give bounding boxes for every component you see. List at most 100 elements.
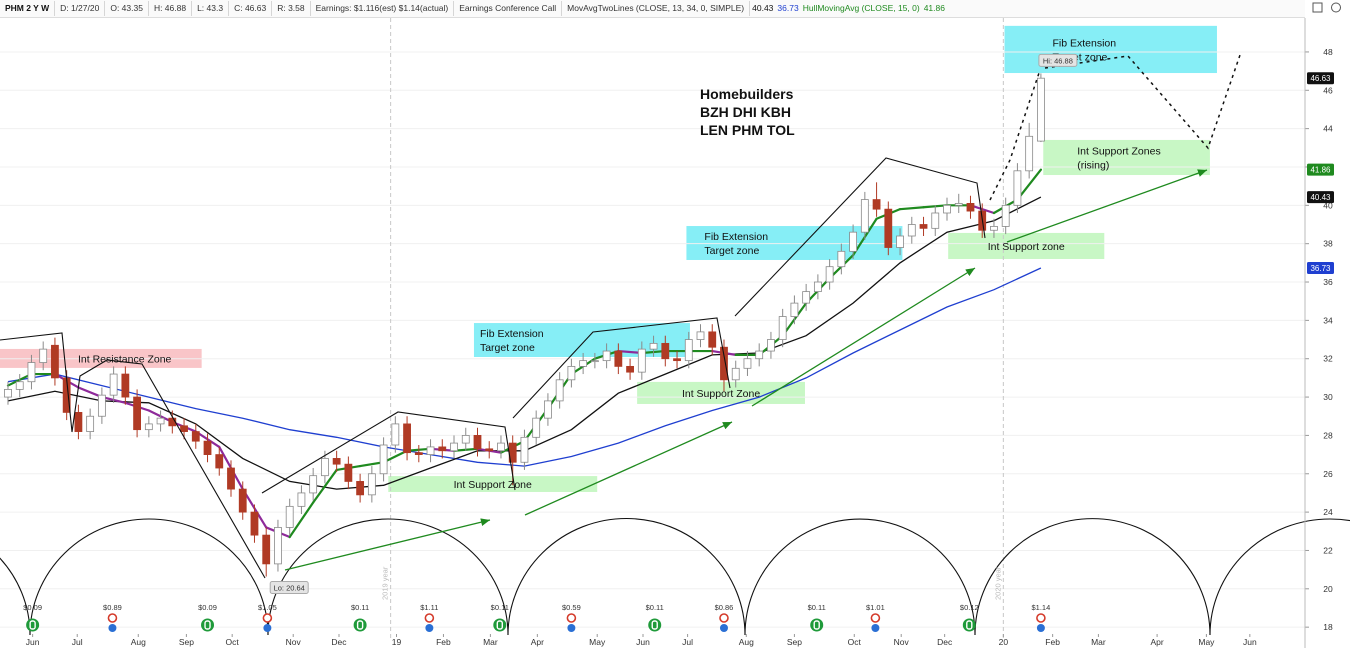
trend-arrow (284, 518, 491, 571)
note: BZH DHI KBH (700, 104, 791, 120)
candle-body (626, 365, 634, 373)
dividend-icon-mark (204, 620, 211, 630)
header-item: R: 3.58 (272, 1, 311, 16)
event-label: $0.11 (351, 603, 369, 612)
zone-label: Int Support Zone (454, 479, 532, 491)
x-tick-label: Jun (1243, 637, 1257, 647)
x-tick-label: Apr (1150, 637, 1163, 647)
x-tick-label: Apr (531, 637, 544, 647)
candle-body (109, 373, 118, 396)
x-tick-label: Nov (894, 637, 910, 647)
x-tick-label: Jun (26, 637, 40, 647)
event-label: $0.86 (715, 603, 734, 612)
price-tag-label: 36.73 (1310, 264, 1331, 273)
candle-body (767, 339, 775, 352)
zones (0, 25, 1217, 492)
x-tick-label: Aug (739, 637, 754, 647)
dividend-icon-mark (651, 620, 658, 630)
header-item[interactable]: PHM 2 Y W (0, 1, 56, 16)
candle-body (191, 431, 200, 442)
dividend-icon (962, 618, 976, 632)
hull-ma-segment (288, 501, 315, 539)
candle-body (990, 226, 998, 231)
y-tick-label: 40 (1323, 200, 1333, 210)
candle-body (379, 444, 388, 475)
y-tick-label: 44 (1323, 124, 1333, 134)
candle-body (227, 467, 235, 490)
event-label: $1.05 (258, 603, 277, 612)
candle-body (896, 235, 904, 248)
envelope (734, 157, 986, 317)
candle-body (309, 475, 318, 494)
candle-body (544, 400, 552, 419)
candle-body (86, 415, 95, 432)
dividend-icon-mark (813, 620, 820, 630)
envelope (0, 332, 266, 579)
candle-body (755, 350, 764, 360)
cycle-arcs (0, 517, 1350, 636)
candle-body (461, 435, 470, 444)
candle-body (684, 339, 693, 362)
candle-body (579, 360, 588, 367)
zone-label: Target zone (704, 245, 759, 257)
candle-body (614, 350, 623, 367)
candle-body (203, 440, 212, 455)
candle-body (637, 348, 646, 373)
lo-label: Lo: 20.64 (274, 584, 305, 593)
candle-body (133, 396, 141, 431)
candle-body (97, 394, 106, 417)
x-tick-label: Mar (483, 637, 498, 647)
candle-body (391, 423, 400, 446)
dividend-icon (201, 618, 215, 632)
zone-label: (rising) (1077, 159, 1109, 171)
envelope (261, 411, 516, 494)
x-tick-label: 20 (999, 637, 1009, 647)
candle-body (966, 203, 975, 212)
candle-body (4, 388, 12, 398)
price-tag-label: 40.43 (1310, 193, 1331, 202)
candle-body (485, 448, 494, 452)
trend-arrows (284, 169, 1208, 571)
candle-body (426, 446, 435, 455)
event-label: $0.09 (23, 603, 42, 612)
labels: Int Resistance Zone Int Support Zone Fib E… (23, 37, 1334, 647)
header-item: 41.86 (923, 3, 945, 13)
y-tick-label: 24 (1323, 507, 1333, 517)
x-tick-label: Nov (286, 637, 302, 647)
candle-body (532, 417, 541, 438)
candle-body (1013, 170, 1022, 206)
y-tick-label: 26 (1323, 469, 1333, 479)
candle-body (696, 331, 705, 340)
header-item: HullMovingAvg (CLOSE, 15, 0) (802, 3, 920, 13)
header-item: MovAvgTwoLines (CLOSE, 13, 34, 0, SIMPLE… (562, 1, 751, 16)
event-label: $0.09 (198, 603, 217, 612)
y-tick-label: 28 (1323, 430, 1333, 440)
header-item: 40.43 (752, 3, 774, 13)
hull-ma-segment (1016, 168, 1043, 201)
price-tag (1307, 72, 1334, 85)
x-tick-label: Oct (848, 637, 862, 647)
event-label: $0.11 (491, 603, 509, 612)
zone (388, 476, 598, 492)
candle-body (708, 331, 717, 348)
event-label: $0.11 (646, 603, 664, 612)
candle-body (567, 365, 576, 381)
x-tick-label: Sep (179, 637, 194, 647)
zone-label: Fib Extension (1053, 37, 1117, 49)
candle-body (919, 224, 928, 229)
cycle-arc (744, 518, 976, 636)
candle-body (403, 423, 411, 454)
event-label: $1.01 (866, 603, 885, 612)
trend-arrow (524, 421, 733, 516)
candle-body (180, 425, 188, 432)
candle-body (954, 203, 963, 206)
zone (1043, 139, 1210, 176)
conference-icon (108, 624, 117, 632)
y-tick-label: 34 (1323, 315, 1333, 325)
y-tick-label: 30 (1323, 392, 1333, 402)
candle-body (931, 212, 940, 229)
hull-ma-segment (77, 386, 103, 399)
candle-body (790, 302, 799, 317)
